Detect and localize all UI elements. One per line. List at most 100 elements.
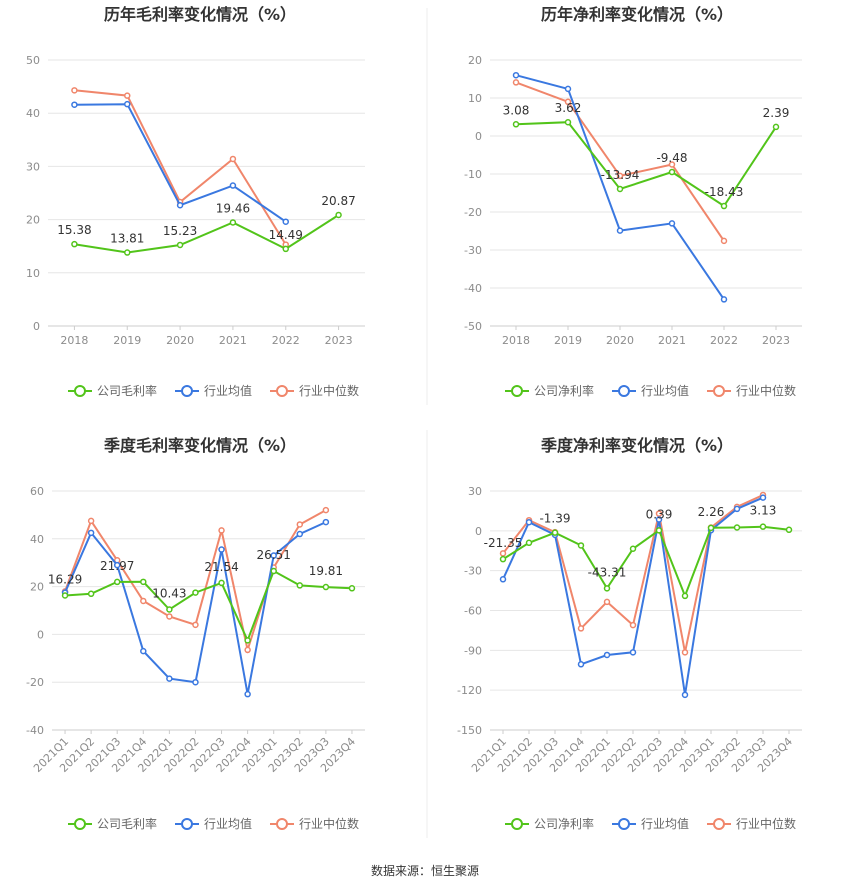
y-tick-label: 0 — [475, 130, 482, 143]
x-tick-label: 2023 — [762, 334, 790, 347]
legend-item-avg: 行业均值 — [175, 383, 252, 398]
data-label: 26.51 — [257, 548, 291, 562]
data-label: -43.31 — [588, 565, 627, 579]
data-point-median — [616, 172, 624, 180]
legend-item-avg: 行业均值 — [612, 383, 689, 398]
y-tick-label: -60 — [464, 605, 482, 618]
y-tick-label: -40 — [464, 282, 482, 295]
y-tick-label: -20 — [26, 676, 44, 689]
y-tick-label: 20 — [30, 581, 44, 594]
legend-item-avg: 行业均值 — [175, 816, 252, 831]
legend-item-company: 公司毛利率 — [68, 383, 157, 398]
y-tick-label: -40 — [26, 724, 44, 737]
legend-label: 公司毛利率 — [97, 816, 157, 831]
data-point-avg — [720, 296, 728, 303]
y-tick-label: -20 — [464, 206, 482, 219]
data-point-median — [564, 98, 572, 106]
data-point-company — [681, 592, 689, 600]
data-point-company — [655, 527, 663, 534]
data-point-company — [733, 524, 741, 531]
data-point-company — [87, 590, 95, 598]
legend-item-median: 行业中位数 — [707, 383, 796, 398]
data-point-avg — [176, 201, 184, 209]
data-label: 21.54 — [204, 560, 238, 574]
data-label: 19.81 — [309, 564, 343, 578]
chart-title: 季度毛利率变化情况（%） — [103, 436, 296, 455]
data-point-company — [603, 585, 611, 592]
data-point-avg — [270, 552, 277, 559]
data-point-median — [166, 613, 173, 620]
y-tick-label: -50 — [464, 320, 482, 333]
x-tick-label: 2022 — [710, 334, 738, 347]
series-line-median — [515, 81, 725, 242]
data-point-company — [61, 592, 69, 599]
legend-label: 行业中位数 — [299, 383, 359, 398]
data-point-company — [707, 524, 715, 532]
data-point-company — [244, 637, 251, 644]
data-point-company — [296, 582, 304, 589]
x-tick-label: 2019 — [113, 334, 141, 347]
y-tick-label: -150 — [457, 724, 482, 737]
data-label: -9.48 — [656, 151, 687, 165]
data-point-median — [140, 597, 147, 605]
x-tick-label: 2021 — [219, 334, 247, 347]
data-point-median — [87, 517, 95, 525]
data-point-avg — [525, 518, 533, 526]
data-label: 3.08 — [503, 103, 530, 117]
data-point-avg — [629, 649, 637, 656]
data-label: 15.23 — [163, 224, 197, 238]
y-tick-label: 20 — [468, 54, 482, 67]
legend-item-median: 行业中位数 — [707, 816, 796, 831]
data-label: 2.26 — [698, 505, 725, 519]
x-tick-label: 2021 — [658, 334, 686, 347]
data-point-avg — [322, 518, 330, 526]
legend-marker — [181, 385, 193, 397]
data-label: -18.43 — [705, 185, 744, 199]
chart-title: 历年毛利率变化情况（%） — [104, 5, 296, 24]
data-label: 0.39 — [646, 507, 673, 521]
chart-panel-4: 季度净利率变化情况（%）-150-120-90-60-300302021Q120… — [457, 436, 802, 831]
data-label: 21.97 — [100, 559, 134, 573]
series-line-company — [64, 569, 353, 644]
data-label: -1.39 — [539, 512, 570, 526]
y-tick-label: -10 — [464, 168, 482, 181]
data-point-median — [668, 161, 676, 168]
data-point-company — [282, 245, 289, 253]
series-line-company — [74, 214, 340, 254]
legend-marker — [511, 818, 523, 830]
y-tick-label: 0 — [33, 320, 40, 333]
data-point-median — [629, 621, 637, 629]
data-point-median — [192, 621, 199, 629]
data-label: 3.62 — [555, 101, 582, 115]
series-line-median — [64, 509, 327, 654]
data-label: 2.39 — [763, 106, 790, 120]
data-point-avg — [192, 678, 199, 686]
data-point-avg — [655, 516, 663, 523]
data-point-avg — [296, 530, 304, 538]
y-tick-label: -90 — [464, 644, 482, 657]
data-label: 16.29 — [48, 572, 82, 586]
data-point-avg — [681, 691, 689, 699]
data-point-avg — [218, 546, 225, 553]
legend-label: 行业均值 — [204, 383, 252, 398]
data-point-avg — [244, 690, 251, 698]
x-tick-label: 2019 — [554, 334, 582, 347]
x-tick-label: 2022 — [272, 334, 300, 347]
x-tick-label: 2020 — [166, 334, 194, 347]
data-point-median — [244, 646, 251, 654]
data-source-name: 恒生聚源 — [431, 864, 480, 878]
series-line-company — [515, 121, 777, 208]
y-tick-label: -30 — [464, 565, 482, 578]
legend-item-avg: 行业均值 — [612, 816, 689, 831]
data-label: 15.38 — [57, 223, 91, 237]
y-tick-label: -120 — [457, 684, 482, 697]
data-point-company — [192, 589, 199, 596]
data-point-company — [124, 249, 131, 256]
data-point-median — [577, 625, 585, 632]
data-point-company — [71, 240, 78, 248]
data-point-company — [512, 121, 520, 128]
y-tick-label: 0 — [475, 525, 482, 538]
legend-item-median: 行业中位数 — [270, 816, 359, 831]
chart-title: 季度净利率变化情况（%） — [540, 436, 733, 455]
